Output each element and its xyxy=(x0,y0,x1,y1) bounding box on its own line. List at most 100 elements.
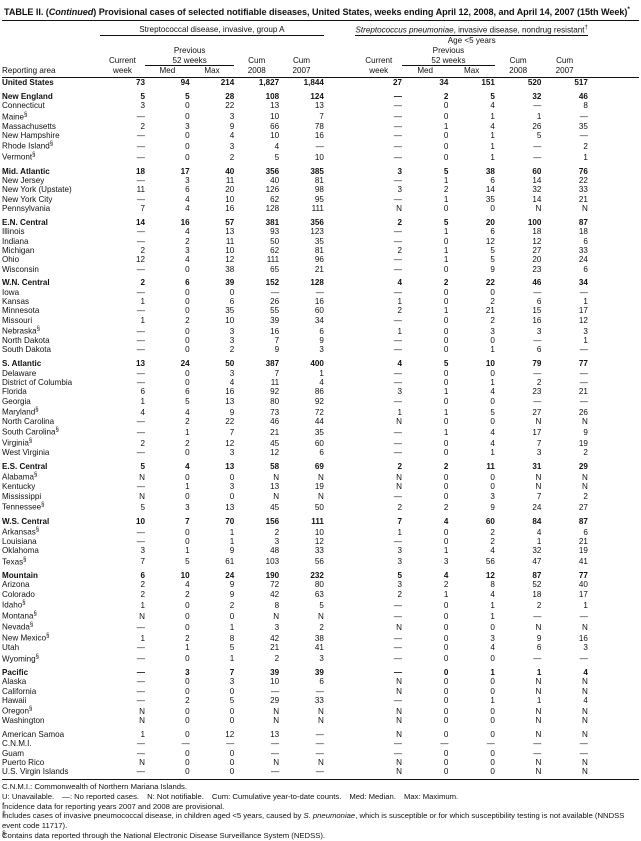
row-value: N xyxy=(535,730,542,740)
row-value: 6 xyxy=(536,643,542,653)
row-value: N xyxy=(318,716,324,726)
row-tail xyxy=(588,482,639,491)
column-gap xyxy=(324,111,356,122)
row-value: 95 xyxy=(314,194,324,204)
row-value: — xyxy=(393,287,402,297)
row-tail xyxy=(588,167,639,176)
row-value: 11 xyxy=(225,176,235,186)
row-value: — xyxy=(533,739,542,749)
row-area-label: W.S. Central xyxy=(2,516,50,526)
row-tail xyxy=(588,632,639,643)
row-value: — xyxy=(393,227,402,237)
row-value: 2 xyxy=(397,462,402,472)
column-gap xyxy=(324,517,356,526)
row-value: 44 xyxy=(314,416,324,426)
row-value: 12 xyxy=(532,236,542,246)
row-value: 16 xyxy=(180,217,190,227)
row-value: 55 xyxy=(270,306,280,316)
table-row: Delaware — 0 3 7 1 — 0 0 — — xyxy=(2,369,639,378)
row-value: 60 xyxy=(314,306,324,316)
row-value: 1 xyxy=(443,407,449,417)
row-tail xyxy=(588,437,639,448)
row-value: — xyxy=(393,748,402,758)
row-value: 58 xyxy=(270,462,280,472)
column-gap xyxy=(324,265,356,274)
row-value: — xyxy=(393,336,402,346)
column-gap xyxy=(324,448,356,457)
row-value: 103 xyxy=(265,557,280,567)
row-value: 0 xyxy=(229,491,235,501)
row-value: 0 xyxy=(185,101,190,111)
row-value: 7 xyxy=(229,427,235,437)
row-value: 4 xyxy=(397,278,402,288)
row-value: 41 xyxy=(578,557,588,567)
row-value: 2 xyxy=(229,600,235,610)
row-value: 29 xyxy=(578,462,588,472)
column-gap xyxy=(324,78,356,88)
row-value: 6 xyxy=(490,227,495,237)
row-value: 0 xyxy=(185,326,190,336)
column-gap xyxy=(324,336,356,345)
row-value: 12 xyxy=(135,255,145,265)
table-row: Maryland§ 4 4 9 73 72 1 1 5 27 26 xyxy=(2,406,639,417)
row-value: 79 xyxy=(532,359,542,369)
table-row: New York City — 4 10 62 95 — 1 35 14 21 xyxy=(2,195,639,204)
table-row: Alaska — 0 3 10 6 N 0 0 N N xyxy=(2,677,639,686)
row-value: 0 xyxy=(443,667,449,677)
row-value: 5 xyxy=(185,557,190,567)
row-value: 7 xyxy=(229,667,235,677)
row-area-footnote-marker: § xyxy=(35,406,39,413)
row-area-text: Rhode Island xyxy=(2,142,50,152)
header-age-line: Age <5 years xyxy=(2,36,639,47)
row-value: 1,827 xyxy=(258,78,280,88)
row-area-footnote-marker: § xyxy=(36,326,40,333)
table-row: District of Columbia — 0 4 11 4 — 0 1 2 — xyxy=(2,378,639,387)
table-row: Mountain 6 10 24 190 232 5 4 12 87 77 xyxy=(2,571,639,580)
row-value: — xyxy=(136,227,145,237)
row-value: N xyxy=(273,611,280,621)
row-value: 5 xyxy=(490,245,495,255)
row-value: — xyxy=(533,287,542,297)
row-value: 4 xyxy=(536,527,542,537)
row-value: 4 xyxy=(229,131,235,140)
row-value: 80 xyxy=(270,396,280,406)
table-row: Vermont§ — 0 2 5 10 — 0 1 — 1 xyxy=(2,151,639,162)
row-value: 73 xyxy=(135,78,145,88)
row-value: 111 xyxy=(266,255,280,265)
row-value: 0 xyxy=(185,536,190,546)
row-value: 0 xyxy=(443,716,449,726)
row-value: 400 xyxy=(310,359,324,369)
row-value: — xyxy=(393,176,402,186)
row-tail xyxy=(588,462,639,471)
row-value: 5 xyxy=(490,91,495,101)
col-year-a-2008: 2008 xyxy=(247,65,266,75)
row-value: 13 xyxy=(270,482,280,492)
row-tail xyxy=(588,255,639,264)
row-value: 0 xyxy=(443,345,449,355)
row-tail xyxy=(588,417,639,426)
table-row: Wyoming§ — 0 1 2 3 — 0 0 — — xyxy=(2,653,639,664)
row-value: 4 xyxy=(443,571,449,581)
row-value: 1 xyxy=(229,622,235,632)
row-value: 38 xyxy=(485,166,495,176)
row-value: — xyxy=(136,287,145,297)
row-tail xyxy=(588,610,639,621)
row-value: 0 xyxy=(443,204,449,214)
row-value: 0 xyxy=(185,527,190,537)
row-area-label: Maine§ xyxy=(2,111,100,122)
row-value: 0 xyxy=(443,112,449,122)
row-value: 6 xyxy=(319,677,324,687)
row-value: 19 xyxy=(578,546,588,556)
row-value: 13 xyxy=(314,101,324,111)
row-value: 214 xyxy=(220,78,235,88)
row-area-label: Arizona xyxy=(2,580,30,590)
row-value: 6 xyxy=(583,236,588,246)
row-tail xyxy=(588,556,639,567)
row-value: 41 xyxy=(314,643,324,653)
row-value: 7 xyxy=(319,112,324,122)
row-tail xyxy=(588,288,639,297)
row-value: 2 xyxy=(490,536,495,546)
def-cum: Cum: Cumulative year-to-date counts. xyxy=(211,792,342,802)
row-value: N xyxy=(139,758,145,768)
row-value: — xyxy=(393,91,402,101)
